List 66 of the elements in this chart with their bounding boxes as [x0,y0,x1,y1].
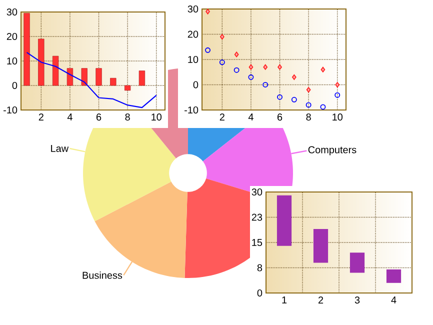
slice-label: Business [82,271,122,279]
x-tick-label: 2 [318,296,324,304]
y-tick-label: 30 [188,5,198,13]
y-tick-label: 20 [6,32,18,40]
point [291,96,297,102]
x-tick-label: 4 [67,114,72,120]
line-series [26,52,157,108]
point [320,66,326,72]
bar [386,269,402,283]
y-tick-label: 30 [252,188,262,196]
x-tick-label: 2 [220,114,224,120]
point [306,87,311,93]
point [262,82,268,88]
x-tick-label: 4 [391,296,396,304]
point [334,92,340,98]
point [248,74,254,80]
point [306,102,312,108]
bar [24,13,30,86]
bar [276,195,292,246]
y-tick-label: -10 [184,106,198,114]
x-tick-label: 3 [354,296,360,304]
point [234,67,240,73]
x-tick-label: 4 [248,114,254,120]
x-tick-label: 10 [332,114,343,121]
bar [66,68,74,86]
point [219,60,225,66]
point [335,82,340,88]
bar [52,56,59,86]
x-tick-label: 2 [38,114,44,120]
bar [350,252,365,273]
bar [138,70,146,86]
bar [38,38,44,86]
point [234,52,239,58]
point [277,94,283,100]
x-tick-label: 8 [125,114,130,121]
point [320,104,326,110]
y-tick-label: 20 [188,30,198,38]
x-tick-label: 6 [96,114,102,121]
x-tick-label: 6 [277,114,282,121]
y-tick-label: 0 [257,289,262,297]
bar [124,85,131,91]
slice-label: Computers [308,146,356,156]
bar [110,78,116,86]
x-tick-label: 10 [152,114,162,121]
bar [96,68,102,86]
point [278,64,282,70]
point [292,74,296,80]
y-tick-label: 0 [193,81,198,88]
point [263,64,268,70]
y-tick-label: 10 [7,57,18,65]
point [205,47,211,53]
point [220,34,224,40]
y-tick-label: 8 [257,264,262,272]
y-tick-label: 15 [252,239,262,246]
bar [81,68,88,86]
point [248,64,254,70]
y-tick-label: 0 [12,82,18,90]
y-tick-label: 30 [6,8,18,16]
y-tick-label: 10 [188,56,198,64]
y-tick-label: -10 [4,106,18,114]
x-tick-label: 8 [306,114,311,121]
y-tick-label: 23 [252,214,262,221]
slice-label: Law [51,145,69,152]
x-tick-label: 1 [282,296,287,304]
bar [313,229,328,263]
point [206,8,210,14]
